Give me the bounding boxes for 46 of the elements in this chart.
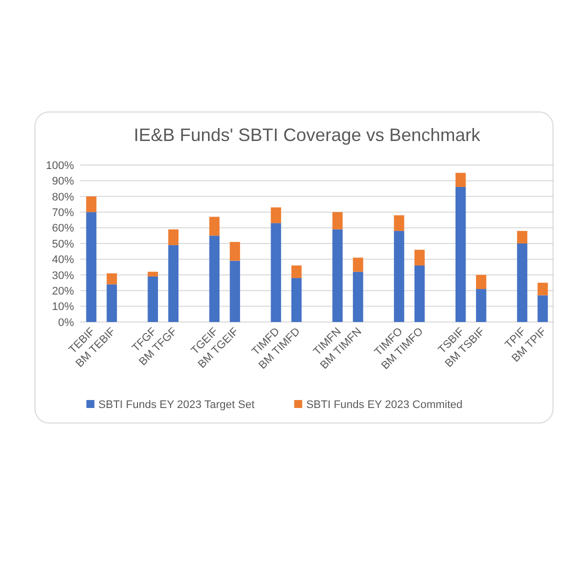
bar — [291, 265, 302, 278]
bar — [209, 236, 220, 322]
bar — [148, 276, 158, 322]
bar — [517, 230, 528, 244]
bar — [230, 260, 240, 322]
y-tick-label: 20% — [52, 285, 74, 298]
bar — [414, 265, 425, 322]
bar — [209, 216, 220, 236]
y-tick-label: 70% — [52, 206, 74, 219]
bar — [106, 284, 117, 322]
bar — [394, 230, 404, 322]
bar — [394, 215, 404, 231]
bar — [86, 196, 96, 212]
bar — [538, 282, 548, 296]
chart-title: IE&B Funds' SBTI Coverage vs Benchmark — [134, 125, 482, 145]
bar — [332, 229, 343, 322]
bar — [148, 272, 158, 276]
legend-label: SBTI Funds EY 2023 Target Set — [98, 398, 255, 411]
y-tick-label: 10% — [52, 301, 74, 314]
bar — [230, 242, 240, 261]
y-tick-label: 40% — [52, 254, 74, 266]
bar — [414, 250, 425, 266]
y-tick-label: 80% — [52, 191, 74, 204]
bar — [332, 212, 343, 230]
bar — [106, 273, 117, 284]
bar — [270, 223, 282, 322]
bar — [86, 212, 96, 322]
y-tick-label: 30% — [52, 270, 74, 282]
y-tick-label: 60% — [52, 222, 74, 235]
bar — [168, 229, 178, 246]
bar — [517, 244, 528, 322]
y-tick-label: 90% — [52, 176, 74, 188]
y-tick-label: 50% — [52, 238, 74, 250]
legend-label: SBTI Funds EY 2023 Commited — [306, 398, 463, 411]
bar — [168, 245, 178, 322]
bar — [270, 207, 282, 224]
y-tick-label: 0% — [58, 316, 74, 329]
bar — [476, 289, 486, 322]
bar — [476, 274, 486, 290]
bar — [352, 272, 364, 322]
bar — [291, 278, 302, 322]
bar — [352, 258, 364, 272]
bar — [538, 295, 548, 322]
y-tick-label: 100% — [46, 160, 74, 172]
bar — [456, 186, 466, 322]
bar — [456, 172, 466, 187]
